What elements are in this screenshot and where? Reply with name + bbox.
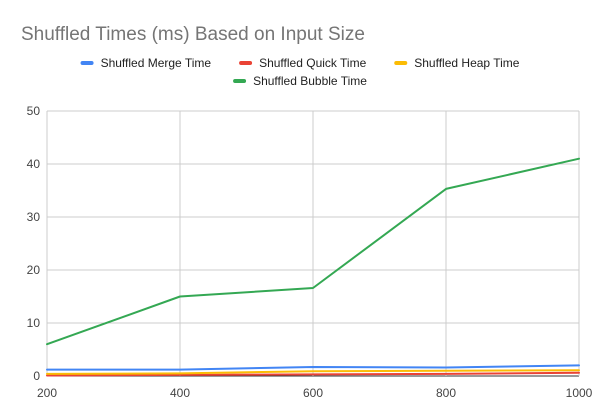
- x-tick-label: 800: [436, 386, 456, 400]
- x-tick-label: 600: [303, 386, 323, 400]
- legend-swatch: [233, 79, 247, 83]
- y-tick-label: 40: [27, 157, 41, 171]
- legend-label: Shuffled Quick Time: [259, 56, 366, 70]
- x-tick-label: 400: [170, 386, 190, 400]
- series-line-shuffled-quick-time: [46, 371, 580, 377]
- y-tick-label: 30: [27, 210, 41, 224]
- y-tick-label: 50: [27, 104, 41, 118]
- legend-swatch: [239, 61, 253, 65]
- legend-item-shuffled-quick-time[interactable]: Shuffled Quick Time: [239, 56, 367, 70]
- legend-item-shuffled-merge-time[interactable]: Shuffled Merge Time: [80, 56, 212, 70]
- x-axis: 200 400 600 800 1000: [37, 386, 593, 400]
- series-line-shuffled-bubble-time: [46, 157, 580, 346]
- x-tick-label: 1000: [566, 386, 593, 400]
- legend-swatch: [80, 61, 94, 65]
- legend-item-shuffled-bubble-time[interactable]: Shuffled Bubble Time: [233, 74, 367, 88]
- plot-area: [46, 157, 580, 377]
- x-tick-label: 200: [37, 386, 57, 400]
- legend-label: Shuffled Bubble Time: [253, 74, 367, 88]
- y-tick-label: 0: [33, 369, 40, 383]
- chart-title: Shuffled Times (ms) Based on Input Size: [21, 24, 365, 45]
- y-axis: 0 10 20 30 40 50: [27, 104, 41, 383]
- legend-item-shuffled-heap-time[interactable]: Shuffled Heap Time: [394, 56, 520, 70]
- legend: Shuffled Merge Time Shuffled Quick Time Sh…: [80, 56, 520, 88]
- legend-label: Shuffled Merge Time: [101, 56, 212, 70]
- legend-label: Shuffled Heap Time: [414, 56, 520, 70]
- y-tick-label: 10: [27, 316, 41, 330]
- series-line-shuffled-merge-time: [46, 364, 580, 371]
- y-tick-label: 20: [27, 263, 41, 277]
- legend-swatch: [394, 61, 408, 65]
- series-line-shuffled-heap-time: [46, 369, 580, 375]
